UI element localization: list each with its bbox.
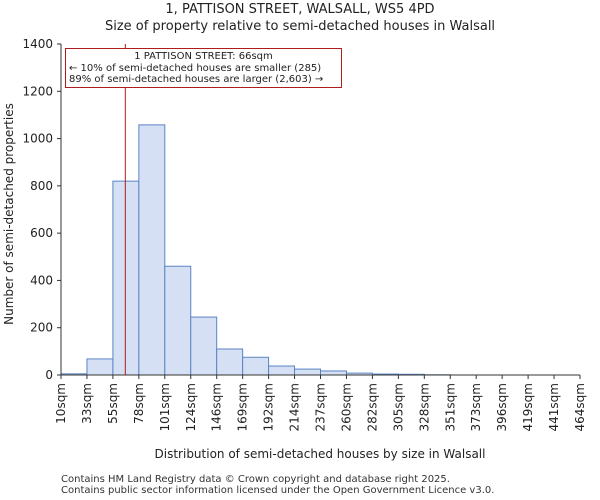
footer-copyright: Contains HM Land Registry data © Crown c… bbox=[61, 474, 450, 485]
x-tick-label: 396sqm bbox=[495, 383, 509, 431]
chart-title: 1, PATTISON STREET, WALSALL, WS5 4PD bbox=[165, 2, 435, 17]
bar-101sqm bbox=[164, 265, 192, 376]
y-tick-label: 400 bbox=[30, 273, 53, 287]
property-annotation-box: 1 PATTISON STREET: 66sqm ← 10% of semi-d… bbox=[65, 48, 342, 88]
x-tick-label: 101sqm bbox=[158, 383, 172, 431]
x-tick-label: 464sqm bbox=[573, 383, 587, 431]
x-tick-label: 55sqm bbox=[106, 383, 120, 424]
bar-124sqm bbox=[190, 316, 218, 376]
x-tick-label: 441sqm bbox=[547, 383, 561, 431]
y-tick-label: 200 bbox=[30, 321, 53, 335]
x-tick-label: 305sqm bbox=[391, 383, 405, 431]
bar-78sqm bbox=[138, 124, 166, 376]
bar-146sqm bbox=[216, 348, 244, 376]
x-tick-label: 419sqm bbox=[521, 383, 535, 431]
annotation-line-2: ← 10% of semi-detached houses are smalle… bbox=[69, 62, 322, 74]
x-axis-label: Distribution of semi-detached houses by … bbox=[155, 447, 486, 461]
x-tick-label: 124sqm bbox=[184, 383, 198, 431]
x-tick-label: 373sqm bbox=[469, 383, 483, 431]
x-tick-label: 146sqm bbox=[210, 383, 224, 431]
x-tick-label: 78sqm bbox=[132, 383, 146, 424]
y-axis-label: Number of semi-detached properties bbox=[2, 103, 16, 325]
x-tick-label: 214sqm bbox=[288, 383, 302, 431]
x-tick-label: 169sqm bbox=[236, 383, 250, 431]
x-tick-label: 328sqm bbox=[417, 383, 431, 431]
chart-subtitle: Size of property relative to semi-detach… bbox=[104, 19, 496, 34]
bar-214sqm bbox=[294, 368, 321, 376]
bar-192sqm bbox=[268, 365, 296, 376]
x-tick-label: 260sqm bbox=[339, 383, 353, 431]
y-tick-label: 1000 bbox=[22, 132, 53, 146]
x-tick-label: 282sqm bbox=[365, 383, 379, 431]
bar-237sqm bbox=[320, 370, 347, 376]
y-tick-label: 1400 bbox=[22, 37, 53, 51]
x-tick-label: 10sqm bbox=[54, 383, 68, 424]
x-tick-label: 351sqm bbox=[443, 383, 457, 431]
bar-55sqm bbox=[112, 180, 140, 376]
y-tick-label: 600 bbox=[30, 226, 53, 240]
footer-licence: Contains public sector information licen… bbox=[61, 485, 495, 496]
x-tick-label: 237sqm bbox=[314, 383, 328, 431]
annotation-line-1: 1 PATTISON STREET: 66sqm bbox=[134, 51, 273, 62]
annotation-line-3: 89% of semi-detached houses are larger (… bbox=[69, 74, 324, 85]
x-tick-label: 33sqm bbox=[80, 383, 94, 424]
y-tick-label: 0 bbox=[45, 368, 53, 382]
bar-33sqm bbox=[86, 358, 114, 376]
y-tick-label: 1200 bbox=[22, 84, 53, 98]
y-tick-label: 800 bbox=[30, 179, 53, 193]
x-tick-label: 192sqm bbox=[262, 383, 276, 431]
bar-169sqm bbox=[242, 356, 270, 376]
